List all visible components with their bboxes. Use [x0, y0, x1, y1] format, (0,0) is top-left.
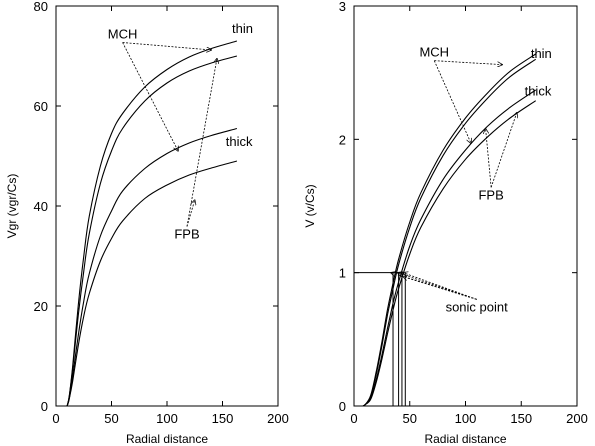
annotation-sonic-point: sonic point	[446, 299, 509, 314]
annotation-arrow-fpb	[486, 129, 492, 188]
series-line-3	[362, 89, 537, 407]
annotation-arrow-mch	[122, 42, 212, 51]
annotation-fpb: FPB	[478, 187, 503, 202]
y-tick-label: 40	[34, 199, 48, 214]
plot-frame	[55, 5, 279, 407]
x-tick-label: 50	[104, 411, 118, 426]
x-tick-label: 0	[52, 411, 59, 426]
y-tick-label: 80	[34, 0, 48, 14]
x-tick-label: 150	[510, 411, 532, 426]
annotation-arrow-fpb	[186, 200, 195, 227]
series-line-3	[66, 127, 238, 407]
series-line-2	[66, 55, 238, 407]
annotation-arrow-sonic-point	[403, 273, 477, 300]
x-tick-label: 200	[267, 411, 289, 426]
annotation-thick: thick	[525, 83, 552, 98]
annotation-thick: thick	[226, 134, 253, 149]
series-line-4	[362, 100, 537, 407]
y-tick-label: 0	[339, 399, 346, 414]
plot-frame	[353, 5, 578, 407]
annotation-mch: MCH	[108, 27, 138, 42]
x-tick-label: 0	[350, 411, 357, 426]
y-tick-label: 2	[339, 132, 346, 147]
y-tick-label: 60	[34, 99, 48, 114]
annotation-arrow-sonic-point	[397, 273, 477, 300]
annotation-arrow-mch	[434, 60, 502, 65]
annotation-thin: thin	[232, 21, 253, 36]
x-tick-label: 200	[566, 411, 588, 426]
y-tick-label: 1	[339, 266, 346, 281]
y-tick-label: 3	[339, 0, 346, 14]
annotation-fpb: FPB	[174, 227, 199, 242]
y-axis-title: Vgr (vgr/Cs)	[5, 174, 19, 239]
y-tick-label: 20	[34, 299, 48, 314]
annotation-thin: thin	[531, 46, 552, 61]
x-tick-label: 50	[403, 411, 417, 426]
series-line-1	[66, 40, 238, 407]
x-tick-label: 150	[212, 411, 234, 426]
annotation-arrow-fpb	[186, 59, 217, 227]
series-line-4	[66, 160, 238, 407]
annotation-arrow-mch	[122, 42, 179, 152]
annotation-mch: MCH	[419, 45, 449, 60]
x-tick-label: 100	[156, 411, 178, 426]
x-axis-title: Radial distance	[424, 432, 506, 446]
annotation-arrow-sonic-point	[403, 277, 477, 300]
annotation-arrow-fpb	[490, 113, 517, 188]
annotation-arrow-mch	[433, 60, 471, 144]
y-tick-label: 0	[41, 399, 48, 414]
y-axis-title: V (v/Cs)	[303, 184, 317, 227]
series-line-2	[362, 58, 537, 407]
x-tick-label: 100	[455, 411, 477, 426]
chart-panel-2: 0 50 100 150 200 0 1 2 3 Radial distance V (v/Cs) M…	[303, 0, 588, 446]
series-line-1	[362, 53, 537, 407]
chart-panel-1: 0 50 100 150 200 0 20 40 60 80 Radial distance Vgr …	[5, 0, 289, 446]
annotation-arrow-sonic-point	[391, 273, 477, 300]
x-axis-title: Radial distance	[126, 432, 208, 446]
